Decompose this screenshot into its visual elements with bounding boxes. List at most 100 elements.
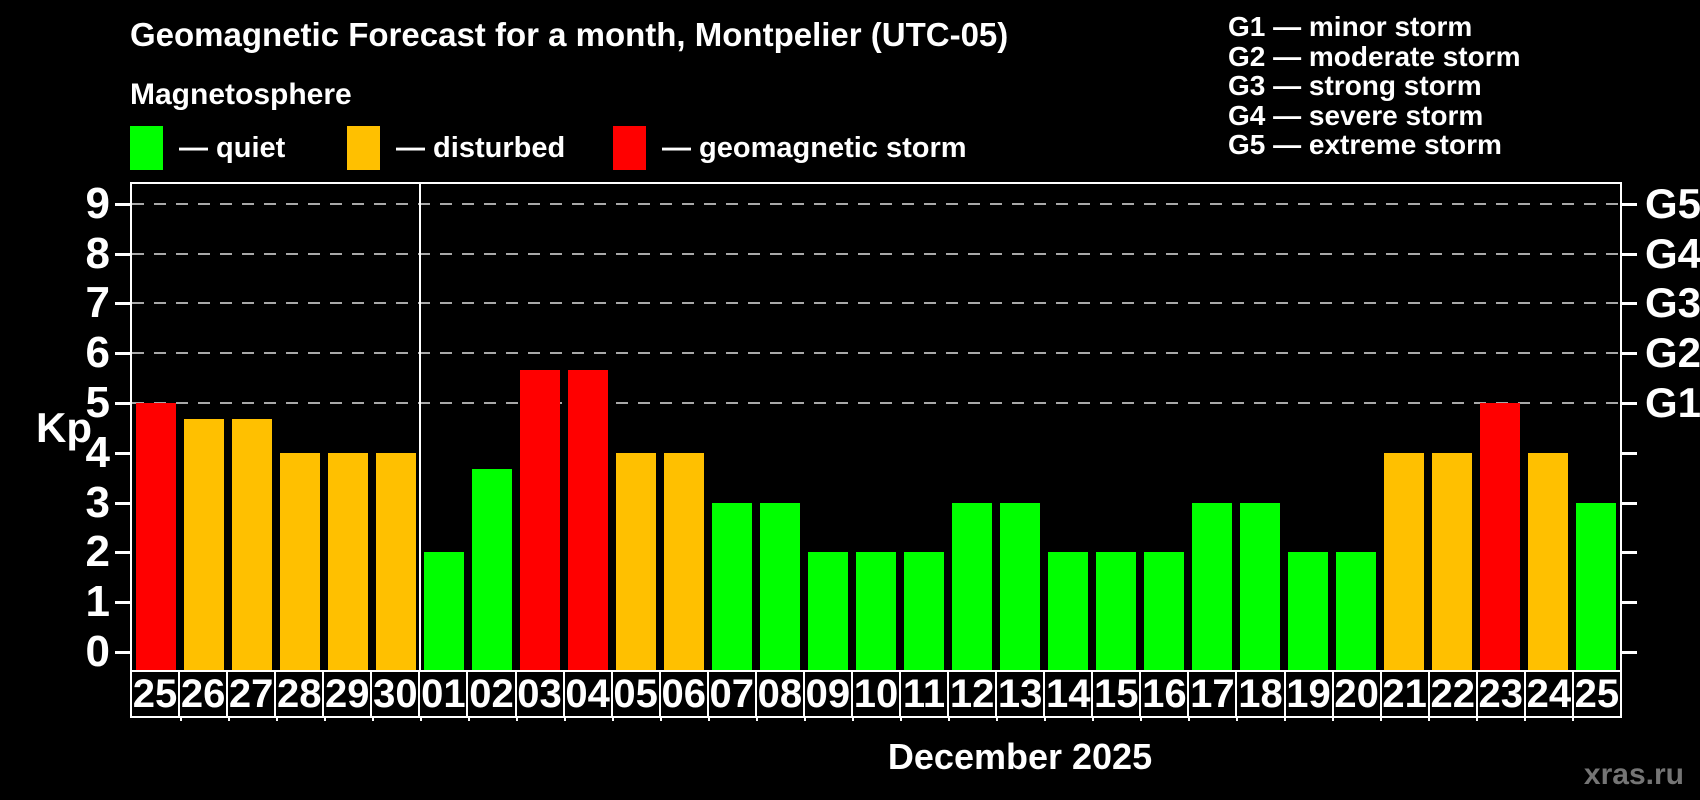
y-axis-tick-label-5: 5 (85, 378, 110, 427)
day-label-cell: 14 (1045, 672, 1094, 716)
day-label-cell: 28 (276, 672, 325, 716)
kp-bar-day-06 (664, 452, 704, 670)
day-label-cell: 21 (1382, 672, 1430, 716)
day-row-separator-tick (1092, 716, 1094, 721)
day-row-separator-tick (948, 716, 950, 721)
day-label-cell: 25 (132, 672, 181, 716)
day-row-separator-tick (1332, 716, 1334, 721)
month-divider-line (419, 184, 421, 670)
chart-subtitle: Magnetosphere (130, 78, 352, 111)
quiet-color-swatch (130, 126, 163, 170)
g-axis-label-g3: G3 (1645, 279, 1700, 327)
day-label-cell: 20 (1334, 672, 1382, 716)
gridline-kp7 (132, 302, 1620, 305)
g-axis-label-g5: G5 (1645, 179, 1700, 227)
kp-bar-day-10 (856, 552, 896, 670)
day-row-separator-tick (852, 716, 854, 721)
y-axis-tick-label-1: 1 (85, 577, 110, 627)
y-axis-tick-left-8 (115, 252, 130, 256)
y-axis-tick-left-3 (115, 501, 130, 505)
y-axis-title: Kp (36, 404, 92, 451)
day-row-separator-tick (180, 716, 182, 721)
kp-bar-day-14 (1048, 552, 1088, 670)
day-row-separator-tick (564, 716, 566, 721)
kp-bar-day-01 (424, 552, 464, 670)
day-row-separator-tick (372, 716, 374, 721)
kp-bar-day-21 (1384, 452, 1424, 670)
y-axis-tick-left-2 (115, 551, 130, 555)
y-axis-tick-left-6 (115, 352, 130, 356)
watermark: xras.ru (1583, 758, 1684, 791)
day-label-cell: 17 (1189, 672, 1238, 716)
kp-bar-day-17 (1192, 502, 1232, 670)
kp-bar-day-29-prev-month (328, 452, 368, 670)
g-axis-label-g1: G1 (1645, 379, 1700, 426)
y-axis-tick-right-0 (1622, 651, 1637, 654)
chart-title: Geomagnetic Forecast for a month, Montpe… (130, 16, 1009, 53)
kp-bar-day-13 (1000, 502, 1040, 670)
day-label-cell: 09 (805, 672, 853, 716)
g-legend-line-g3: G3 — strong storm (1228, 70, 1482, 102)
y-axis-tick-label-4: 4 (85, 427, 110, 477)
gridline-kp6 (132, 352, 1620, 355)
y-axis-tick-right-2 (1622, 551, 1637, 555)
day-label-cell: 30 (372, 672, 421, 716)
y-axis-tick-left-5 (115, 402, 130, 405)
day-label-cell: 02 (468, 672, 517, 716)
kp-bar-day-24 (1528, 452, 1568, 670)
day-label-cell: 15 (1093, 672, 1142, 716)
day-label-cell: 23 (1478, 672, 1526, 716)
g-axis-label-g2: G2 (1645, 329, 1700, 377)
day-row-separator-tick (1140, 716, 1142, 721)
y-axis-tick-right-5 (1622, 402, 1637, 405)
day-label-cell: 29 (324, 672, 373, 716)
day-row-separator-tick (468, 716, 470, 721)
day-label-cell: 08 (757, 672, 805, 716)
day-label-cell: 11 (901, 672, 950, 716)
day-label-cell: 16 (1141, 672, 1190, 716)
legend-label-quiet: — quiet (179, 131, 286, 164)
day-label-cell: 27 (228, 672, 277, 716)
y-axis-tick-right-7 (1622, 302, 1637, 306)
day-row-separator-tick (1044, 716, 1046, 721)
day-label-cell: 01 (420, 672, 469, 716)
kp-bar-day-07 (712, 502, 752, 670)
kp-bar-day-27-prev-month (232, 419, 272, 670)
legend-label-disturbed: — disturbed (396, 131, 566, 164)
y-axis-tick-label-9: 9 (85, 178, 110, 228)
g-legend-line-g1: G1 — minor storm (1228, 11, 1473, 42)
legend-item-quiet: — quiet (130, 126, 285, 170)
kp-bar-day-03 (520, 369, 560, 670)
y-axis-tick-right-8 (1622, 252, 1637, 256)
disturbed-color-swatch (347, 126, 380, 170)
legend-item-disturbed: — disturbed (347, 126, 565, 170)
day-row-separator-tick (516, 716, 518, 721)
y-axis-tick-right-4 (1622, 451, 1637, 455)
y-axis-tick-right-3 (1622, 501, 1637, 505)
day-row-separator-tick (900, 716, 902, 721)
x-axis-month-label: December 2025 (887, 736, 1153, 777)
day-label-cell: 03 (517, 672, 565, 716)
kp-bar-day-25 (1576, 502, 1616, 670)
day-row-separator-tick (420, 716, 422, 721)
day-label-cell: 18 (1237, 672, 1286, 716)
day-label-cell: 10 (853, 672, 901, 716)
day-label-cell: 13 (997, 672, 1046, 716)
day-label-cell: 04 (565, 672, 613, 716)
day-label-cell: 24 (1526, 672, 1574, 716)
day-row-separator-tick (1380, 716, 1382, 721)
day-row-separator-tick (756, 716, 758, 721)
gridline-kp8 (132, 252, 1620, 255)
y-axis-tick-left-0 (115, 651, 130, 654)
kp-bar-day-02 (472, 469, 512, 670)
kp-bar-day-28-prev-month (280, 452, 320, 670)
day-row-separator-tick (996, 716, 998, 721)
kp-bar-day-23 (1480, 403, 1520, 670)
kp-bar-day-20 (1336, 552, 1376, 670)
day-row-separator-tick (1476, 716, 1478, 721)
g-legend-line-g5: G5 — extreme storm (1228, 129, 1502, 161)
kp-bar-day-04 (568, 369, 608, 670)
kp-bar-day-19 (1288, 552, 1328, 670)
g-axis-label-g4: G4 (1645, 229, 1700, 277)
